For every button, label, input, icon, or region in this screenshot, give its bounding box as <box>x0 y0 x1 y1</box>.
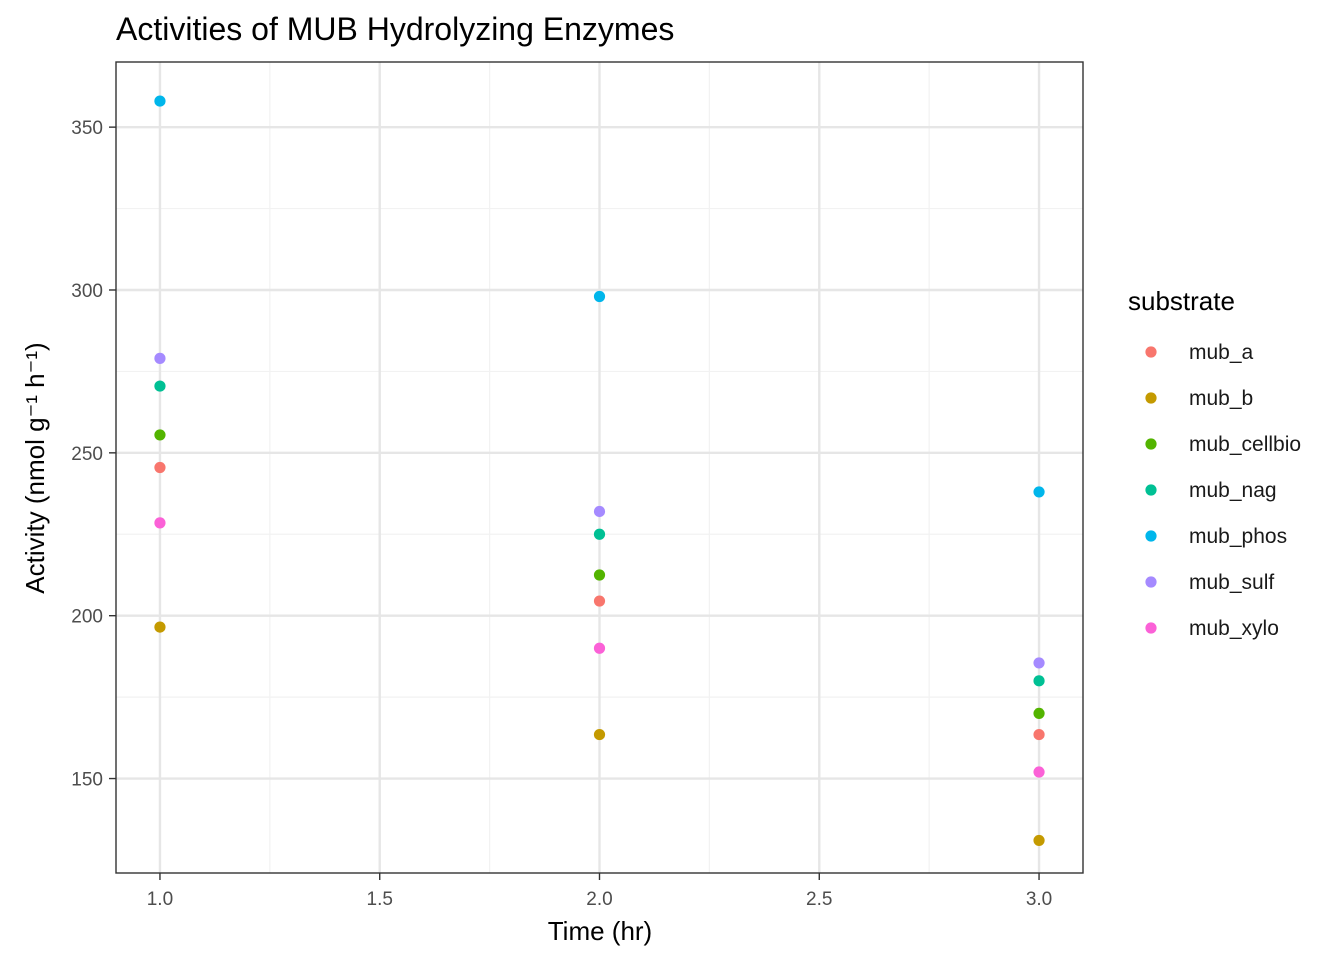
legend-key-mub_cellbio <box>1145 438 1157 450</box>
x-tick-label: 3.0 <box>1026 889 1052 910</box>
point-mub_phos <box>593 290 606 303</box>
legend-item-mub_phos: mub_phos <box>1145 525 1287 548</box>
legend-label: mub_xylo <box>1189 617 1279 640</box>
y-tick-label: 250 <box>71 444 103 465</box>
grid-lines <box>116 62 1083 873</box>
legend-label: mub_cellbio <box>1189 433 1301 456</box>
legend-item-mub_cellbio: mub_cellbio <box>1145 433 1301 456</box>
y-axis-ticks: 150 200 250 300 350 <box>71 118 116 791</box>
point-mub_b <box>154 621 166 633</box>
legend-label: mub_phos <box>1189 525 1287 548</box>
point-mub_a <box>593 595 606 607</box>
point-mub_xylo <box>1033 766 1045 778</box>
point-mub_cellbio <box>154 429 166 441</box>
data-points <box>154 95 1045 847</box>
x-tick-label: 2.0 <box>586 889 612 910</box>
point-mub_cellbio <box>593 569 606 581</box>
legend-label: mub_sulf <box>1189 571 1274 594</box>
legend-label: mub_nag <box>1189 479 1277 502</box>
legend-item-mub_b: mub_b <box>1145 387 1253 410</box>
chart-title: Activities of MUB Hydrolyzing Enzymes <box>116 11 674 47</box>
point-mub_xylo <box>154 517 166 529</box>
legend-item-mub_a: mub_a <box>1145 341 1254 364</box>
legend: substrate mub_a mub_b mub_cellbio mub_nagmu… <box>1128 286 1301 640</box>
point-mub_b <box>1033 834 1045 847</box>
point-mub_phos <box>1033 486 1045 498</box>
legend-title: substrate <box>1128 286 1235 316</box>
point-mub_nag <box>593 528 606 540</box>
point-mub_phos <box>154 95 166 107</box>
legend-key-mub_phos <box>1145 530 1157 542</box>
point-mub_b <box>593 728 606 741</box>
legend-item-mub_nag: mub_nag <box>1145 479 1277 502</box>
y-tick-label: 150 <box>71 770 103 791</box>
legend-key-mub_sulf <box>1145 576 1157 588</box>
legend-key-mub_xylo <box>1145 622 1157 634</box>
y-tick-label: 300 <box>71 281 103 302</box>
point-mub_xylo <box>593 642 606 654</box>
y-tick-label: 350 <box>71 118 103 139</box>
point-mub_a <box>154 461 166 474</box>
point-mub_cellbio <box>1033 707 1045 720</box>
point-mub_a <box>1033 728 1045 741</box>
point-mub_sulf <box>154 352 166 364</box>
legend-key-mub_a <box>1145 346 1157 358</box>
legend-key-mub_nag <box>1145 484 1157 496</box>
point-mub_sulf <box>1033 657 1045 669</box>
x-axis-title: Time (hr) <box>548 916 652 946</box>
legend-label: mub_b <box>1189 387 1253 410</box>
point-mub_nag <box>154 380 166 392</box>
x-tick-label: 1.0 <box>147 889 173 910</box>
legend-label: mub_a <box>1189 341 1254 364</box>
point-mub_sulf <box>593 505 606 518</box>
x-axis-ticks: 1.0 1.5 2.0 2.5 3.0 <box>147 873 1052 910</box>
x-tick-label: 1.5 <box>367 889 393 910</box>
legend-key-mub_b <box>1145 392 1157 404</box>
point-mub_nag <box>1033 675 1045 687</box>
legend-item-mub_xylo: mub_xylo <box>1145 617 1279 640</box>
legend-item-mub_sulf: mub_sulf <box>1145 571 1274 594</box>
y-axis-title: Activity (nmol g⁻¹ h⁻¹) <box>20 342 50 593</box>
x-tick-label: 2.5 <box>806 889 832 910</box>
y-tick-label: 200 <box>71 607 103 628</box>
